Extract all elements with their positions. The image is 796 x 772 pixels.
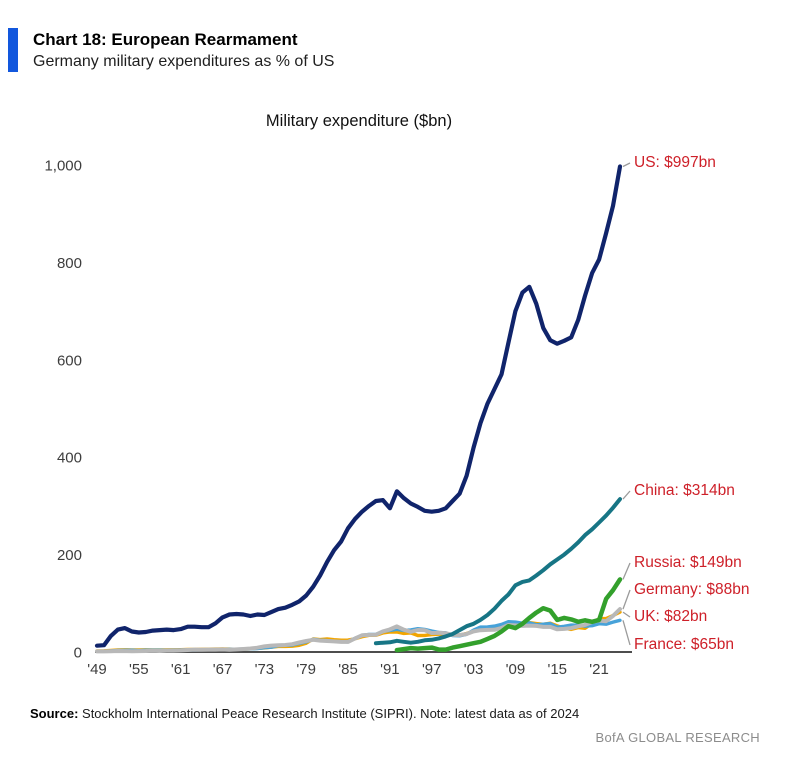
y-tick-label: 600 [57, 352, 82, 369]
annotation-connector-us [622, 162, 631, 168]
x-tick-label: '03 [464, 661, 484, 678]
header-accent-bar [8, 28, 18, 72]
annotation-connector-china [622, 490, 631, 500]
page-title: Chart 18: European Rearmament [33, 30, 298, 49]
source-note: Source: Stockholm International Peace Re… [30, 706, 579, 721]
page-subtitle: Germany military expenditures as % of US [33, 53, 335, 70]
x-tick-label: '61 [171, 661, 191, 678]
annotation-germany: Germany: $88bn [634, 581, 750, 598]
y-tick-label: 1,000 [44, 158, 82, 175]
x-tick-label: '67 [213, 661, 233, 678]
brand-text: BofA GLOBAL RESEARCH [595, 730, 760, 745]
annotation-connector-germany [622, 589, 631, 610]
x-tick-label: '49 [87, 661, 107, 678]
y-tick-label: 0 [74, 645, 82, 662]
x-tick-label: '55 [129, 661, 149, 678]
series-line-germany [95, 607, 622, 654]
x-tick-label: '09 [506, 661, 526, 678]
x-tick-label: '15 [547, 661, 567, 678]
y-tick-label: 200 [57, 547, 82, 564]
annotation-russia: Russia: $149bn [634, 554, 742, 571]
series-line-russia [394, 577, 623, 653]
y-tick-label: 400 [57, 450, 82, 467]
plot-title: Military expenditure ($bn) [265, 112, 453, 130]
x-tick-label: '85 [338, 661, 358, 678]
x-tick-label: '91 [380, 661, 400, 678]
y-tick-label: 800 [57, 255, 82, 272]
annotation-uk: UK: $82bn [634, 608, 708, 625]
annotation-us: US: $997bn [634, 154, 716, 171]
source-label: Source: [30, 706, 79, 721]
series-line-china [373, 497, 622, 646]
x-tick-label: '73 [255, 661, 275, 678]
x-tick-label: '97 [422, 661, 442, 678]
source-text: Stockholm International Peace Research I… [78, 706, 580, 721]
annotation-china: China: $314bn [634, 482, 735, 499]
annotation-connector-france [622, 620, 631, 646]
annotation-connector-uk [622, 611, 631, 618]
annotation-france: France: $65bn [634, 636, 734, 653]
x-tick-label: '79 [296, 661, 316, 678]
series-line-us [94, 164, 623, 648]
annotation-connector-russia [622, 562, 631, 580]
x-tick-label: '21 [589, 661, 609, 678]
